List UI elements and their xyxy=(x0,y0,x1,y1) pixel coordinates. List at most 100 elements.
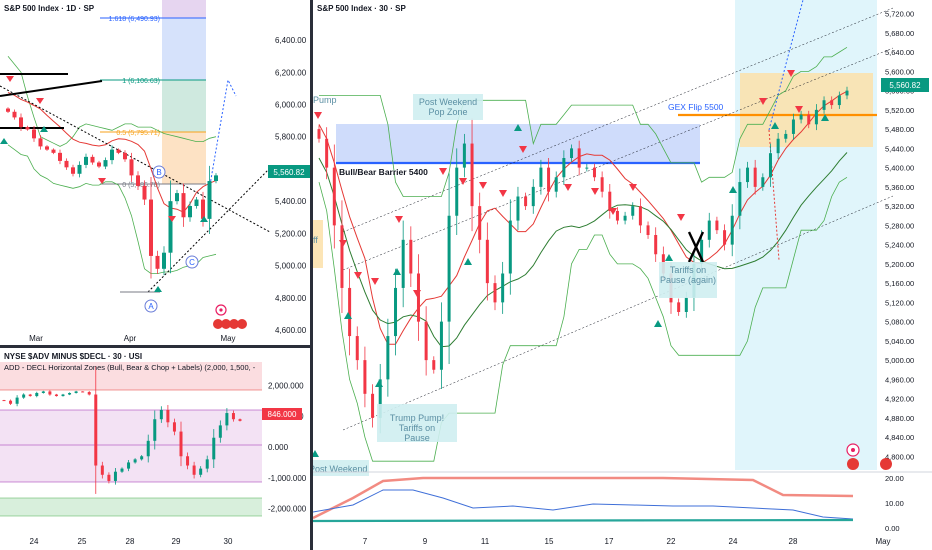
earnings-icon[interactable] xyxy=(846,443,860,457)
intraday-candle xyxy=(707,220,711,240)
intraday-candle xyxy=(493,283,497,303)
month-label-mar: Mar xyxy=(29,334,43,343)
wave-label-c: C xyxy=(185,255,199,269)
price-axis[interactable]: 5,720.005,680.005,640.005,600.005,560.00… xyxy=(885,10,914,462)
panel-divider-vertical[interactable] xyxy=(310,0,313,550)
intraday-chart[interactable]: Post Weekend Pop Zone Bull/Bear Barrier 5… xyxy=(313,0,932,550)
panel-divider-horizontal[interactable] xyxy=(0,345,310,348)
last-price-label: 5,560.82 xyxy=(889,81,921,90)
daily-candle xyxy=(58,152,62,161)
wave-label-a: A xyxy=(144,299,158,313)
daily-candle xyxy=(38,138,43,147)
projection-line xyxy=(209,78,237,186)
breadth-candle xyxy=(186,456,190,466)
daily-candle xyxy=(6,108,10,112)
sell-marker xyxy=(629,184,637,191)
price-tick: 4,920.00 xyxy=(885,395,914,404)
reversal-x-mark xyxy=(687,231,705,263)
gex-zone xyxy=(740,73,873,147)
intraday-candle xyxy=(409,239,413,274)
flag-icons[interactable] xyxy=(847,458,892,470)
buy-marker xyxy=(40,126,48,132)
upper-band-line xyxy=(7,55,217,147)
breadth-candle xyxy=(100,465,104,475)
breadth-candle xyxy=(41,391,45,393)
fib-zone-mid xyxy=(162,80,206,132)
daily-candle xyxy=(123,152,127,160)
intraday-candle xyxy=(524,196,528,207)
sell-marker xyxy=(677,214,685,221)
intraday-candle xyxy=(723,230,727,245)
price-tick: 5,360.00 xyxy=(885,183,914,192)
fib-label: 0.5 (5,795.71) xyxy=(116,130,160,137)
lower-band-line xyxy=(7,144,217,274)
intraday-candle xyxy=(837,95,841,106)
buy-marker xyxy=(154,286,162,292)
intraday-candle xyxy=(631,206,635,216)
intraday-candle xyxy=(501,273,505,303)
breadth-panel: 2,000.0001,000.0000.000-1,000.000-2,000.… xyxy=(0,348,310,550)
trump-pump-note-bg xyxy=(377,404,457,442)
time-label: 17 xyxy=(605,537,614,546)
post-weekend-note: Post Weekend xyxy=(313,464,367,474)
buy-marker xyxy=(771,122,779,129)
month-label-apr: Apr xyxy=(124,334,137,343)
daily-candle xyxy=(90,156,95,163)
breadth-tick: -2,000.000 xyxy=(268,505,307,514)
intraday-candle xyxy=(547,167,551,192)
intraday-candle xyxy=(531,186,535,207)
intraday-candle xyxy=(570,148,574,158)
intraday-candle xyxy=(325,138,329,168)
sell-marker xyxy=(591,188,599,195)
buy-marker xyxy=(665,254,673,261)
time-label: 28 xyxy=(789,537,798,546)
breadth-candle xyxy=(113,471,117,481)
breadth-candle xyxy=(133,459,137,463)
sell-marker xyxy=(787,70,795,77)
intraday-candle xyxy=(386,336,390,380)
pump-note: Pump xyxy=(313,95,337,105)
breadth-candle xyxy=(120,468,124,472)
intraday-candle xyxy=(478,206,482,240)
svg-text:B: B xyxy=(156,168,161,177)
intraday-candle xyxy=(830,100,834,106)
daily-chart[interactable]: 1.618 (6,490.93) 1 (6,106.63) 0.5 (5,795.7… xyxy=(0,0,310,345)
intraday-candle xyxy=(768,153,772,178)
fib-label: 1 (6,106.63) xyxy=(122,78,160,85)
daily-candle xyxy=(110,149,114,161)
buy-marker xyxy=(514,124,522,131)
sell-marker xyxy=(564,184,572,191)
fib-zone-top xyxy=(162,0,206,18)
breadth-candle xyxy=(81,391,85,393)
earnings-icon[interactable] xyxy=(215,304,227,316)
daily-chart-title: S&P 500 Index · 1D · SP xyxy=(4,4,95,13)
signal-markers xyxy=(313,70,829,457)
buy-marker xyxy=(464,258,472,265)
breadth-axis[interactable]: 2,000.0001,000.0000.000-1,000.000-2,000.… xyxy=(268,381,307,513)
sell-marker xyxy=(371,278,379,285)
day-label: 30 xyxy=(224,537,233,546)
dividend-icons[interactable] xyxy=(213,319,247,329)
svg-text:A: A xyxy=(148,302,154,311)
price-axis[interactable]: 6,400.006,200.006,000.005,800.005,600.00… xyxy=(275,36,307,335)
tariff-pause-note: Tariffs on Pause (again) xyxy=(660,265,716,285)
intraday-candle xyxy=(363,360,367,394)
sell-marker xyxy=(6,76,14,82)
price-tick: 5,800.00 xyxy=(275,133,307,142)
price-tick: 5,280.00 xyxy=(885,221,914,230)
breadth-tick: 0.000 xyxy=(268,443,289,452)
day-label: 24 xyxy=(30,537,39,546)
breadth-chart[interactable]: 2,000.0001,000.0000.000-1,000.000-2,000.… xyxy=(0,348,310,550)
daily-candle xyxy=(32,129,36,139)
trend-line-dotted-up xyxy=(147,167,271,293)
intraday-candle xyxy=(776,138,780,154)
breadth-candle xyxy=(212,437,216,460)
trump-pump-note: Trump Pump! Tariffs on Pause xyxy=(390,413,444,443)
intraday-candle xyxy=(439,321,443,370)
sell-marker xyxy=(314,112,322,119)
breadth-candle xyxy=(146,440,150,457)
daily-candle xyxy=(168,201,173,253)
sell-marker xyxy=(339,240,347,247)
breadth-candle xyxy=(68,392,72,395)
sell-marker xyxy=(519,146,527,153)
